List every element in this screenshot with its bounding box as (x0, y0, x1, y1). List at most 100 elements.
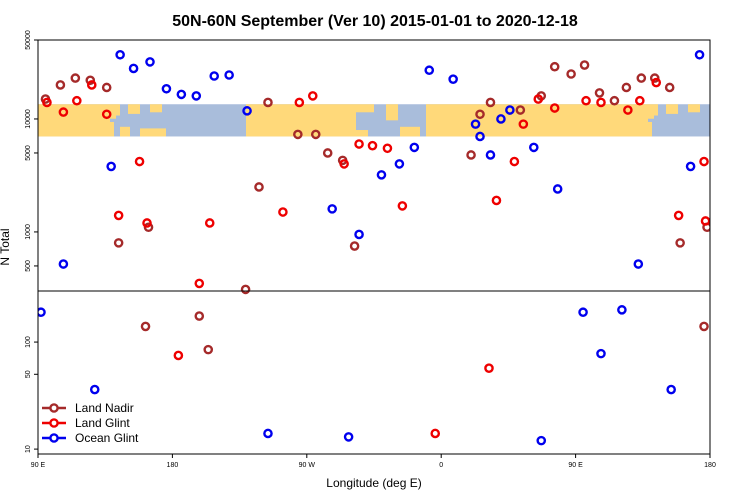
data-point (209, 71, 220, 81)
data-point (549, 61, 560, 72)
legend-marker (49, 418, 59, 428)
y-tick-label: 50000 (25, 30, 32, 50)
data-point (518, 119, 529, 129)
land-mass (386, 104, 398, 121)
data-point (515, 105, 526, 115)
data-point (485, 150, 496, 160)
land-mass (400, 126, 420, 137)
data-point (294, 97, 305, 108)
data-point (685, 161, 696, 172)
data-point (58, 259, 69, 269)
data-point (596, 348, 606, 359)
data-point (42, 97, 52, 108)
data-point (128, 63, 139, 74)
data-point (191, 91, 202, 101)
data-point (466, 150, 476, 160)
x-tick-label: 180 (167, 462, 179, 469)
series-land-glint (42, 77, 710, 439)
legend-marker (49, 433, 59, 443)
data-point (113, 210, 124, 221)
data-point (293, 129, 303, 140)
data-point (263, 428, 273, 439)
y-tick-label: 10000 (25, 109, 32, 129)
data-point (322, 148, 333, 158)
data-point (204, 218, 215, 228)
x-tick-label: 90 E (31, 462, 46, 469)
data-point (145, 57, 155, 67)
data-point (528, 142, 539, 153)
data-point (101, 109, 112, 120)
data-point (310, 129, 321, 140)
data-point (113, 238, 124, 248)
data-point (254, 182, 264, 192)
data-point (354, 229, 364, 240)
data-point (242, 106, 252, 116)
data-point (140, 321, 151, 332)
data-point (666, 384, 676, 395)
data-point (89, 384, 100, 395)
land-mass (116, 104, 120, 116)
data-point (161, 83, 172, 94)
data-point (194, 278, 205, 289)
data-point (349, 241, 360, 251)
data-point (343, 432, 354, 442)
data-point (673, 210, 684, 221)
data-point (424, 65, 435, 76)
land-mass (120, 126, 130, 137)
y-tick-label: 100 (25, 336, 32, 348)
data-point (475, 131, 485, 142)
data-point (263, 97, 273, 108)
map-strip (38, 104, 710, 137)
data-point (578, 307, 588, 318)
data-point (38, 307, 46, 318)
y-tick-label: 500 (25, 260, 32, 272)
x-tick-label: 90 W (299, 462, 316, 469)
land-mass (128, 104, 140, 114)
data-point (549, 103, 560, 113)
data-point (86, 80, 97, 90)
y-tick-label: 50 (25, 370, 32, 378)
data-point (675, 238, 685, 248)
y-tick-label: 5000 (25, 145, 32, 161)
data-point (536, 435, 547, 446)
data-point (579, 60, 590, 70)
land-mass (356, 104, 374, 113)
data-point (430, 428, 441, 439)
data-point (106, 161, 116, 172)
data-point (475, 109, 485, 120)
data-point (58, 107, 69, 117)
data-point (397, 201, 408, 211)
data-point (142, 218, 152, 228)
data-point (533, 94, 544, 104)
data-point (72, 95, 82, 106)
data-point (491, 195, 502, 206)
data-point (699, 156, 709, 167)
land-mass (648, 104, 654, 119)
data-point (101, 82, 112, 93)
legend-label: Ocean Glint (75, 431, 139, 445)
data-point (617, 305, 627, 315)
data-point (382, 143, 393, 154)
data-point (240, 284, 251, 295)
data-point (636, 73, 647, 83)
data-point (307, 91, 318, 101)
data-point (367, 140, 378, 151)
data-point (327, 204, 337, 214)
y-tick-label: 1000 (25, 224, 32, 240)
data-point (700, 216, 710, 226)
series-land-nadir (40, 60, 710, 355)
data-point (448, 74, 458, 84)
data-point (115, 49, 125, 60)
legend-label: Land Glint (75, 416, 130, 430)
land-mass (38, 104, 110, 137)
data-point (134, 156, 145, 167)
data-point (509, 156, 520, 167)
data-point (649, 73, 660, 83)
land-mass (140, 128, 166, 137)
data-point (203, 344, 214, 355)
data-point (176, 89, 187, 100)
data-point (485, 97, 496, 108)
data-point (394, 159, 405, 169)
series-ocean-glint (38, 49, 710, 446)
